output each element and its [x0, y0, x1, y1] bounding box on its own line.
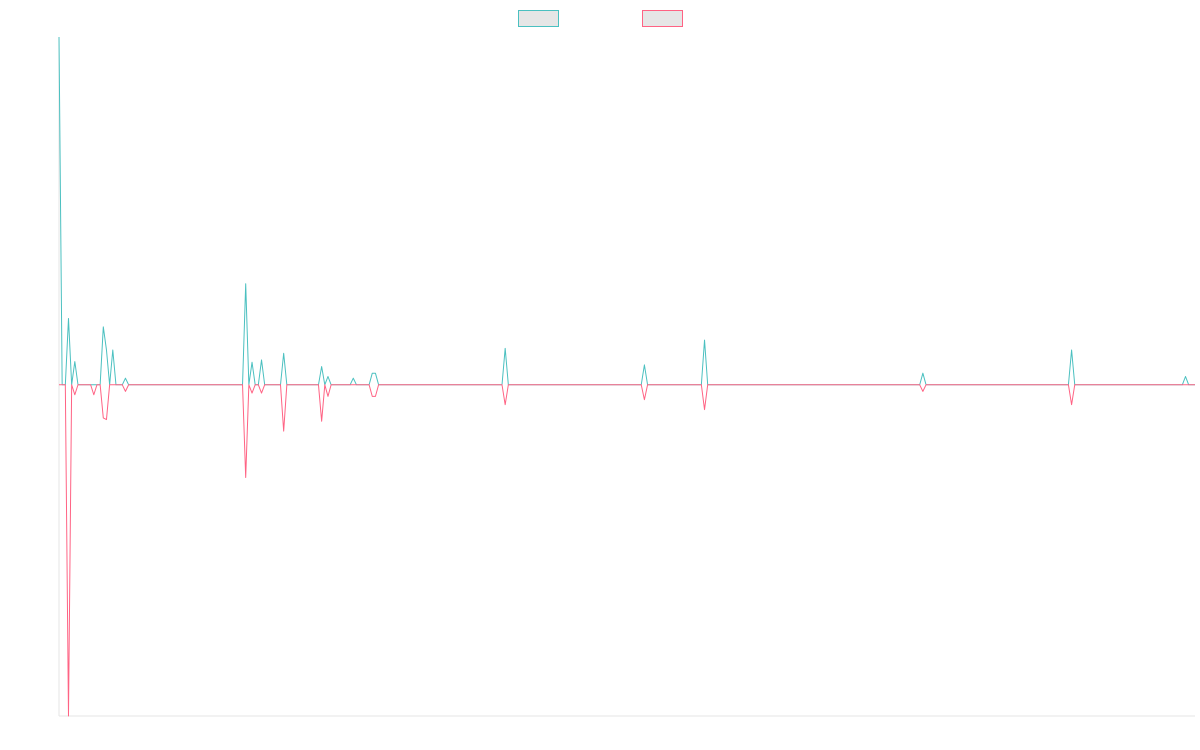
axes	[58, 37, 1195, 717]
legend-swatch-2	[642, 10, 683, 27]
legend	[518, 10, 683, 27]
plot-area	[58, 36, 1195, 717]
legend-item-2[interactable]	[642, 10, 683, 27]
legend-swatch-1	[518, 10, 559, 27]
legend-item-1[interactable]	[518, 10, 559, 27]
series-line-2	[59, 384, 1195, 717]
series-line-1	[58, 36, 1195, 386]
